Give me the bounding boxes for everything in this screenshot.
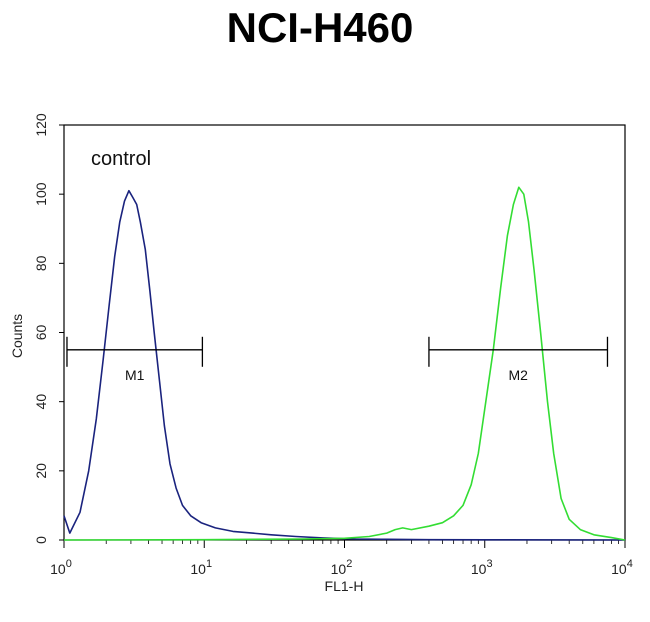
control-annotation: control — [91, 148, 151, 170]
marker-label: M1 — [125, 367, 145, 383]
x-tick-label: 103 — [471, 558, 493, 577]
y-axis: 0 20 40 60 80 100 120 — [33, 113, 64, 544]
x-tick-label: 102 — [331, 558, 353, 577]
y-axis-label: Counts — [9, 314, 25, 358]
y-tick-label: 80 — [33, 255, 49, 271]
x-tick-label: 101 — [190, 558, 212, 577]
x-axis: 100 101 102 103 104 — [50, 540, 633, 577]
y-tick-label: 100 — [33, 182, 49, 206]
sample-histogram-line — [63, 186, 626, 541]
histogram-series — [63, 186, 626, 541]
chart-title: NCI-H460 — [226, 4, 414, 51]
x-tick-label: 104 — [611, 558, 633, 577]
gate-markers: M1 M2 — [66, 336, 609, 383]
marker-label: M2 — [508, 367, 528, 383]
y-tick-label: 120 — [33, 113, 49, 137]
y-tick-label: 0 — [33, 536, 49, 544]
x-axis-label: FL1-H — [325, 578, 364, 594]
y-tick-label: 20 — [33, 463, 49, 479]
y-tick-label: 60 — [33, 325, 49, 341]
control-histogram-line — [63, 189, 626, 541]
x-tick-label: 100 — [50, 558, 72, 577]
y-tick-label: 40 — [33, 394, 49, 410]
